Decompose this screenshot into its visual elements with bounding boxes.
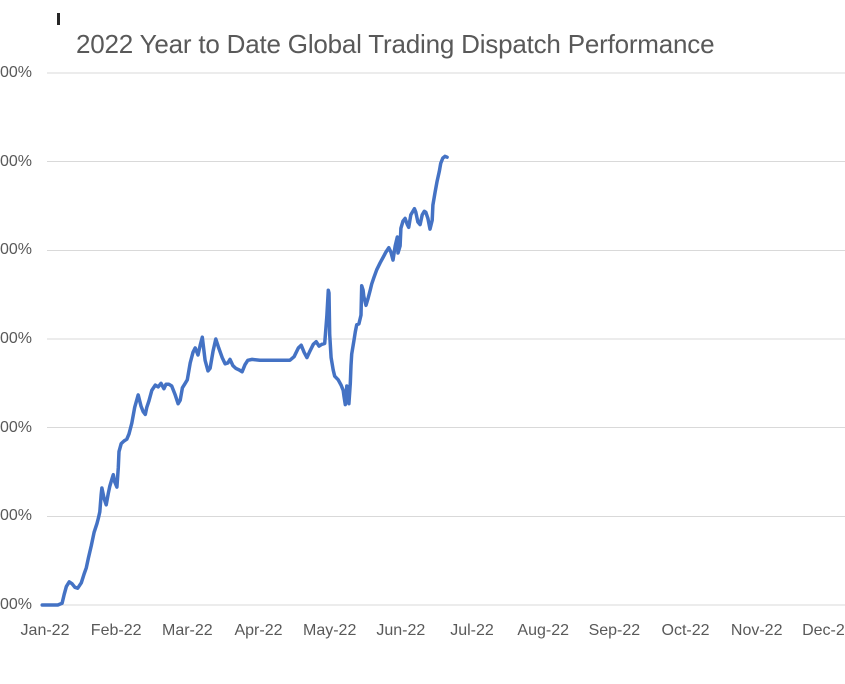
x-tick-label: May-22: [302, 622, 357, 639]
x-tick-label: Nov-22: [730, 622, 783, 639]
x-tick-label: Jan-22: [20, 622, 70, 639]
y-tick-label: 00%: [0, 329, 33, 347]
screen-artifact-mark: [57, 13, 60, 25]
performance-line: [40, 154, 449, 607]
x-tick-label: Jun-22: [376, 622, 426, 639]
x-tick-label: Jul-22: [450, 622, 494, 639]
x-tick-label: Feb-22: [90, 622, 142, 639]
x-tick-label: Mar-22: [161, 622, 213, 639]
y-tick-label: 00%: [0, 63, 33, 81]
chart-title: 2022 Year to Date Global Trading Dispatc…: [76, 29, 715, 59]
y-tick-label: 00%: [0, 418, 33, 436]
x-tick-label: Oct-22: [661, 622, 710, 639]
y-tick-label: 00%: [0, 507, 33, 525]
y-tick-label: 00%: [0, 152, 33, 170]
x-tick-label: Apr-22: [234, 622, 283, 639]
x-tick-label: Aug-22: [517, 622, 569, 639]
x-tick-label: Sep-22: [588, 622, 641, 639]
y-tick-label: 00%: [0, 596, 33, 613]
y-tick-label: 00%: [0, 241, 33, 259]
x-tick-label: Dec-22: [802, 622, 845, 639]
